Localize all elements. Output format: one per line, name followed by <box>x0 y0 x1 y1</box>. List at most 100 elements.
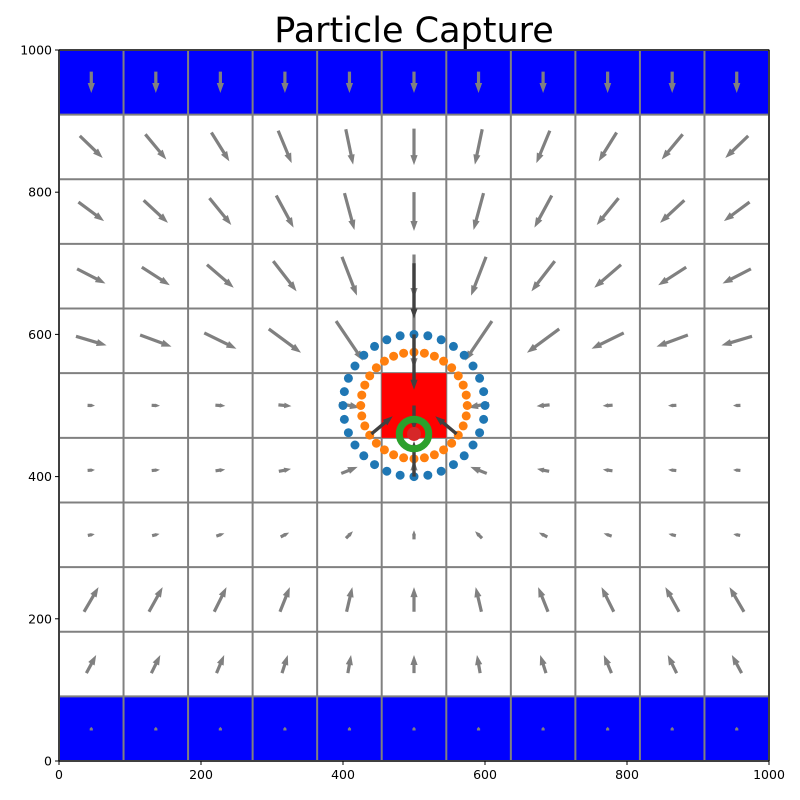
field-arrow <box>147 587 163 613</box>
y-tick-label: 0 <box>44 754 52 769</box>
particle-point <box>429 450 439 460</box>
field-arrow <box>604 71 612 93</box>
field-arrow <box>411 530 417 540</box>
field-arrow <box>151 403 161 408</box>
particle-point <box>439 445 449 455</box>
particle-point <box>343 428 353 438</box>
particle-point <box>382 335 392 345</box>
capture-ring <box>395 415 433 453</box>
field-arrow <box>474 71 483 93</box>
particle-point <box>360 380 370 390</box>
field-arrow <box>733 71 741 93</box>
particle-point <box>461 411 471 421</box>
field-arrow <box>473 128 484 165</box>
field-arrow <box>410 192 418 232</box>
field-arrow <box>87 403 95 408</box>
field-arrow <box>215 468 226 473</box>
particle-point <box>458 421 468 431</box>
field-arrow <box>340 466 358 475</box>
field-arrow <box>142 199 168 223</box>
particle-point <box>461 390 471 400</box>
particle-point <box>338 401 348 410</box>
particle-point <box>350 361 360 371</box>
particle-point <box>480 401 490 410</box>
field-arrow <box>342 192 356 231</box>
field-arrow <box>410 263 418 319</box>
field-arrow <box>591 331 625 349</box>
field-arrow <box>474 587 483 613</box>
particle-point <box>359 350 369 360</box>
particle-point <box>395 331 405 341</box>
field-arrow <box>531 260 557 292</box>
field-arrow <box>603 533 613 538</box>
field-arrow <box>151 533 160 538</box>
particle-point <box>429 351 439 361</box>
capture-dot <box>407 426 421 441</box>
field-arrow <box>537 467 550 473</box>
y-tick-label: 600 <box>28 327 52 342</box>
particle-point <box>462 401 472 410</box>
field-arrow <box>276 130 292 164</box>
field-arrow <box>410 587 418 612</box>
field-arrow <box>725 134 750 158</box>
chart-title: Particle Capture <box>274 11 554 51</box>
field-arrow <box>210 131 230 162</box>
field-arrow <box>729 587 746 613</box>
field-arrow <box>149 654 161 674</box>
field-arrow <box>722 267 752 284</box>
particle-point <box>359 451 369 461</box>
field-arrow <box>605 726 610 731</box>
field-arrow <box>267 327 302 353</box>
field-arrow <box>541 726 545 731</box>
field-arrow <box>602 468 613 473</box>
field-arrow <box>87 71 95 93</box>
field-arrow <box>670 726 674 731</box>
field-arrow <box>410 71 418 93</box>
field-arrow <box>152 71 160 93</box>
particle-point <box>436 466 446 476</box>
field-arrow <box>538 587 550 613</box>
particle-point <box>371 363 381 373</box>
x-tick-label: 600 <box>473 767 497 782</box>
field-arrow <box>470 466 488 475</box>
particle-point <box>357 390 367 400</box>
field-arrow <box>534 194 554 228</box>
particle-point <box>389 450 399 460</box>
field-arrow <box>144 133 167 160</box>
particle-point <box>370 460 380 470</box>
particle-point <box>395 470 405 480</box>
field-arrow <box>410 654 418 674</box>
field-arrow <box>281 71 289 93</box>
field-arrow <box>656 333 689 347</box>
field-arrow <box>465 320 494 361</box>
field-arrow <box>77 200 105 222</box>
particle-point <box>423 470 433 480</box>
field-arrow <box>274 194 294 228</box>
field-arrow <box>87 533 95 538</box>
particle-point <box>475 373 485 383</box>
x-tick-label: 1000 <box>753 767 785 782</box>
field-arrow <box>594 263 623 288</box>
field-arrow <box>660 199 686 223</box>
particle-point <box>360 421 370 431</box>
field-arrow <box>667 403 677 408</box>
field-arrow <box>84 654 97 674</box>
particle-point <box>399 348 409 358</box>
field-arrow <box>412 726 416 731</box>
particle-point <box>459 350 469 360</box>
field-arrow <box>140 265 170 286</box>
particle-point <box>419 348 429 358</box>
field-arrow <box>278 402 292 409</box>
particle-point <box>399 453 409 463</box>
field-arrow <box>139 333 172 347</box>
field-arrow <box>278 587 290 613</box>
field-arrow <box>218 726 223 731</box>
field-arrow <box>598 131 618 162</box>
particle-point <box>468 440 478 450</box>
field-arrow <box>154 726 158 731</box>
particle-point <box>458 380 468 390</box>
particle-point <box>447 438 457 448</box>
field-arrow <box>78 134 103 158</box>
particle-point <box>365 371 375 381</box>
field-arrow <box>661 133 684 160</box>
